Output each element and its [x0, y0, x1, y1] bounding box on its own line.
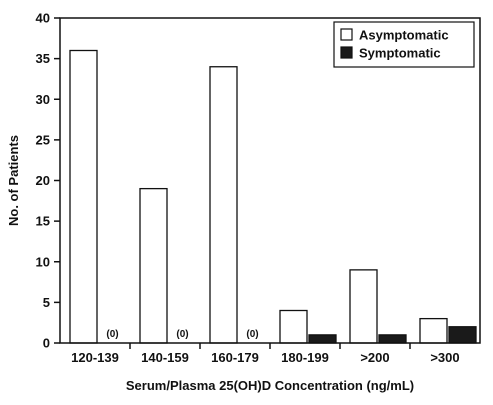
- bar-symptomatic: [378, 334, 407, 344]
- y-tick-label: 5: [43, 295, 50, 310]
- bars: (0) (0) (0): [69, 49, 477, 344]
- y-axis-ticks: 0 5 10 15 20 25 30 35 40: [36, 11, 60, 351]
- x-axis-title: Serum/Plasma 25(OH)D Concentration (ng/m…: [126, 378, 414, 393]
- legend-swatch-asymptomatic: [340, 28, 353, 41]
- y-tick-label: 10: [36, 254, 50, 269]
- y-tick-label: 0: [43, 336, 50, 351]
- y-tick-label: 25: [36, 132, 50, 147]
- x-tick-label: 180-199: [281, 350, 329, 365]
- plot-frame: [59, 17, 481, 344]
- y-axis-title: No. of Patients: [6, 135, 21, 226]
- bar-asymptomatic: [69, 49, 98, 344]
- bar-symptomatic: [448, 326, 477, 344]
- zero-count-label: (0): [176, 329, 188, 340]
- x-axis-ticks: 120-139 140-159 160-179 180-199 >200 >300: [71, 343, 460, 365]
- y-tick-label: 35: [36, 51, 50, 66]
- bar-asymptomatic: [419, 317, 448, 344]
- bar-asymptomatic: [209, 66, 238, 344]
- y-tick-label: 15: [36, 214, 50, 229]
- bar-symptomatic: [308, 334, 337, 344]
- legend: Asymptomatic Symptomatic: [333, 21, 475, 68]
- y-tick-label: 30: [36, 92, 50, 107]
- x-tick-label: 120-139: [71, 350, 119, 365]
- x-tick-label: 140-159: [141, 350, 189, 365]
- x-tick-label: 160-179: [211, 350, 259, 365]
- bar-asymptomatic: [349, 269, 378, 344]
- legend-box: [333, 21, 475, 68]
- y-tick-label: 20: [36, 173, 50, 188]
- zero-count-label: (0): [106, 329, 118, 340]
- legend-swatch-symptomatic: [340, 46, 353, 59]
- x-tick-label: >300: [430, 350, 459, 365]
- x-tick-label: >200: [360, 350, 389, 365]
- zero-count-label: (0): [246, 329, 258, 340]
- y-tick-label: 40: [36, 11, 50, 26]
- legend-label-symptomatic: Symptomatic: [359, 46, 441, 61]
- legend-label-asymptomatic: Asymptomatic: [359, 28, 449, 43]
- bar-asymptomatic: [139, 187, 168, 344]
- bar-asymptomatic: [279, 309, 308, 344]
